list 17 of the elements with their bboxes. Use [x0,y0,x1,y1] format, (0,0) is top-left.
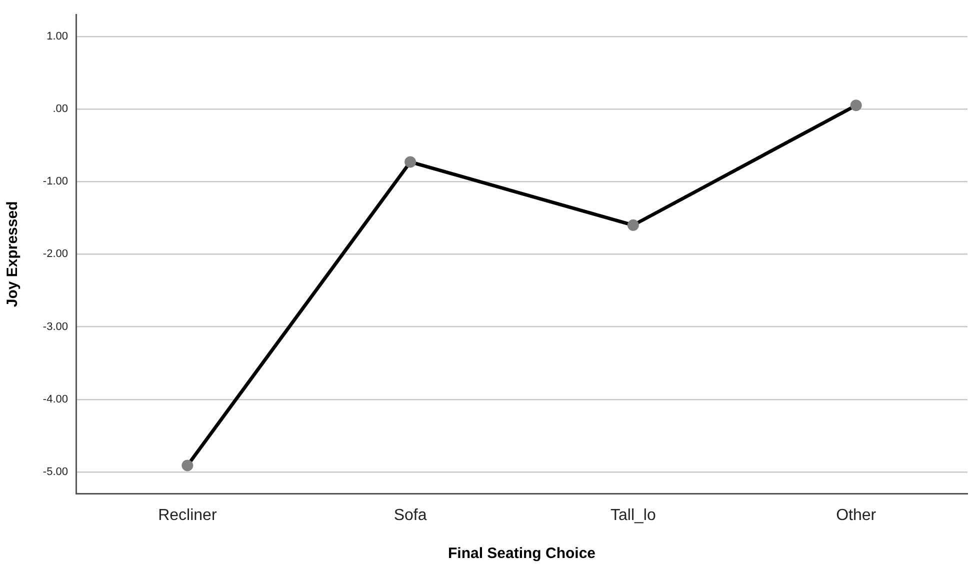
y-tick-label: -3.00 [42,320,68,333]
x-tick-label: Recliner [158,506,218,524]
x-tick-label: Other [836,506,877,524]
point [627,219,639,231]
point [404,156,416,168]
y-tick-label: -4.00 [42,393,68,406]
point [182,460,194,472]
x-tick-label: Sofa [394,506,427,524]
y-tick-label: 1.00 [46,30,68,42]
x-axis-title: Final Seating Choice [448,545,596,562]
y-tick-label: .00 [52,103,68,116]
y-tick-label: -1.00 [42,176,68,188]
y-tick-label: -2.00 [42,248,68,260]
y-axis-title: Joy Expressed [4,201,22,308]
point [850,100,862,112]
y-tick-label: -5.00 [42,466,68,478]
x-tick-label: Tall_lo [610,506,656,524]
